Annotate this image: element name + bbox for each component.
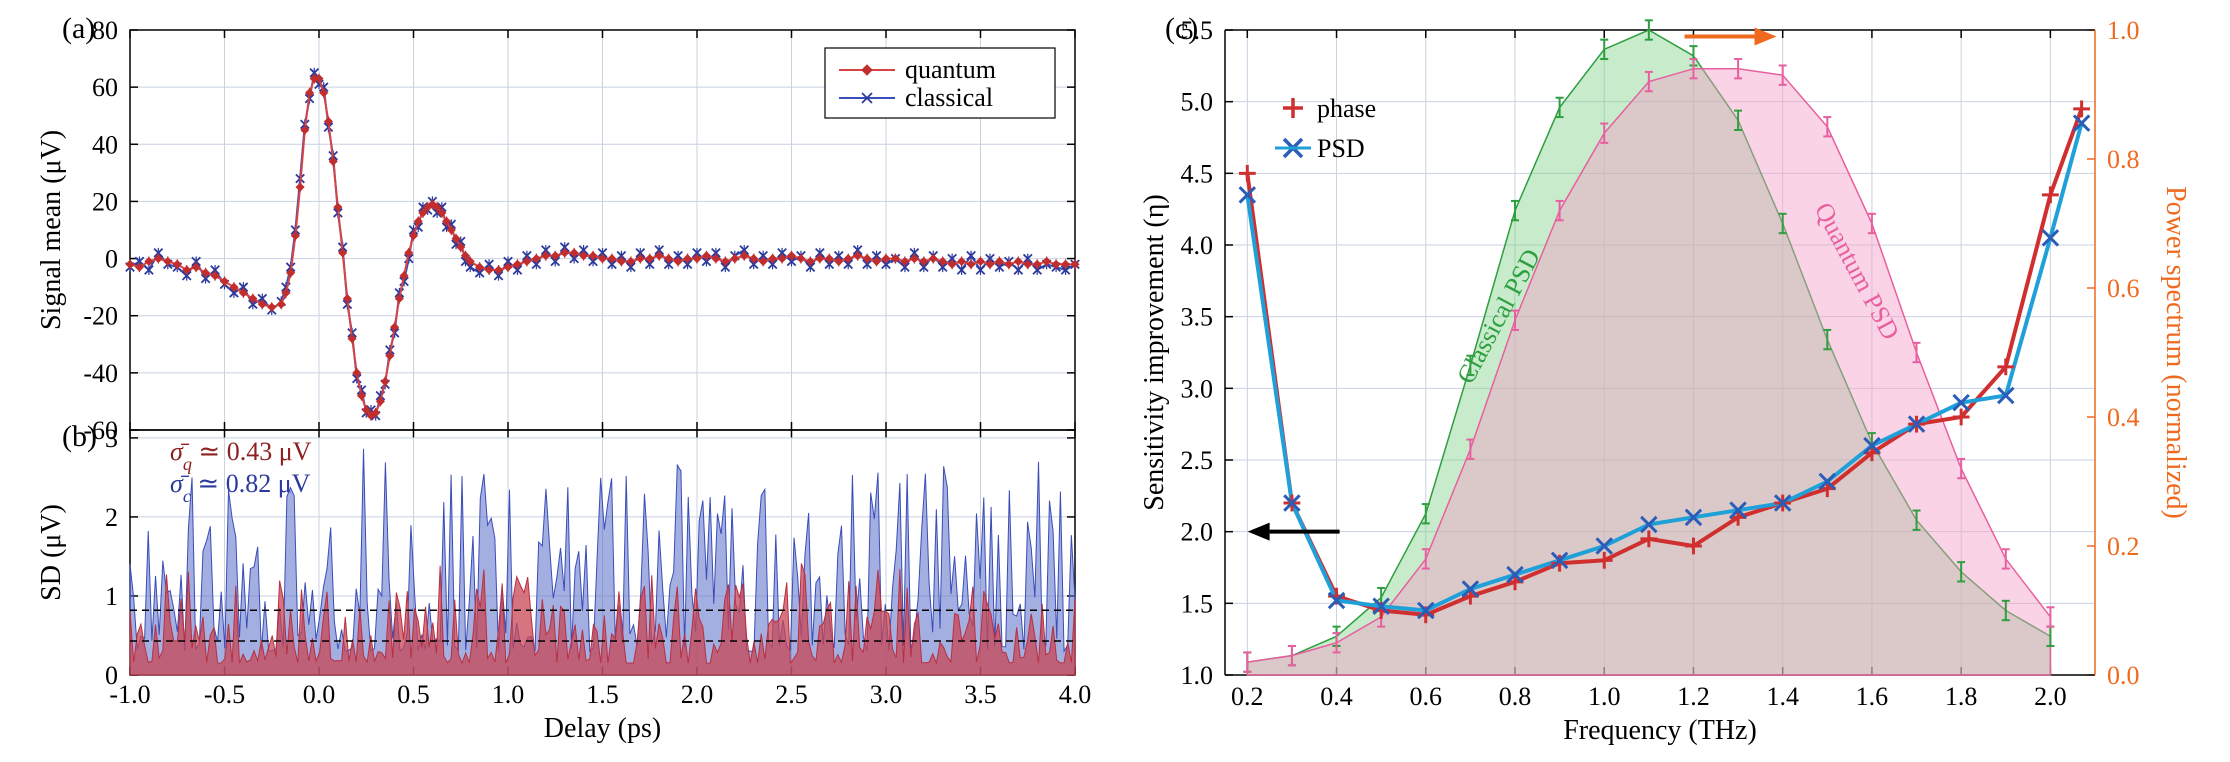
ytick-label: 2: [105, 503, 118, 532]
yleft-tick-label: 3.5: [1181, 303, 1214, 332]
yright-tick-label: 0.4: [2107, 403, 2140, 432]
yleft-tick-label: 3.0: [1181, 374, 1214, 403]
xtick-label: 1.6: [1856, 682, 1889, 711]
legend-quantum: quantum: [905, 55, 996, 84]
xtick-label: 2.0: [681, 680, 714, 709]
panel-a: -60-40-20020406080Signal mean (μV)(a)qua…: [36, 12, 1079, 445]
yleft-tick-label: 2.5: [1181, 446, 1214, 475]
panel-c-xlabel: Frequency (THz): [1563, 715, 1757, 746]
yright-tick-label: 0.8: [2107, 145, 2140, 174]
panel-a-legend: quantumclassical: [825, 48, 1055, 118]
xtick-label: 0.2: [1231, 682, 1264, 711]
ytick-label: -20: [83, 302, 118, 331]
ytick-label: 20: [92, 187, 118, 216]
panel-b-xlabel: Delay (ps): [544, 713, 661, 744]
legend-phase: phase: [1317, 94, 1376, 123]
panel-c-ylabel-right: Power spectrum (normalized): [2160, 186, 2191, 519]
xtick-label: 3.5: [964, 680, 997, 709]
quantum-psd-area: [1247, 69, 2050, 675]
ytick-label: -40: [83, 359, 118, 388]
xtick-label: -0.5: [204, 680, 245, 709]
yright-tick-label: 0.2: [2107, 532, 2140, 561]
ytick-label: 0: [105, 245, 118, 274]
legend-classical: classical: [905, 83, 993, 112]
panel-b-label: (b): [62, 420, 97, 453]
yleft-tick-label: 1.5: [1181, 589, 1214, 618]
xtick-label: 1.5: [586, 680, 619, 709]
xtick-label: 3.0: [870, 680, 903, 709]
ytick-label: 80: [92, 16, 118, 45]
xtick-label: 2.5: [775, 680, 808, 709]
ytick-label: 60: [92, 73, 118, 102]
panel-c-label: (c): [1165, 12, 1198, 45]
xtick-label: 0.5: [397, 680, 430, 709]
panel-b-ylabel: SD (μV): [36, 504, 67, 601]
panel-b: -1.0-0.50.00.51.01.52.02.53.03.54.00123S…: [36, 420, 1091, 744]
xtick-label: 1.8: [1945, 682, 1978, 711]
yleft-tick-label: 4.5: [1181, 159, 1214, 188]
yright-tick-label: 1.0: [2107, 16, 2140, 45]
xtick-label: 2.0: [2034, 682, 2067, 711]
yleft-tick-label: 2.0: [1181, 518, 1214, 547]
panel-c-ylabel-left: Sensitivity improvement (η): [1139, 194, 1170, 510]
yright-tick-label: 0.6: [2107, 274, 2140, 303]
panel-c: 0.2 0.4 0.6 0.8 1.0 1.2 1.4 1.6 1.8 2.0 1.0 1.5 2.0 2…: [1139, 12, 2191, 746]
xtick-label: 0.4: [1320, 682, 1353, 711]
ytick-label: 0: [105, 661, 118, 690]
ytick-label: 3: [105, 424, 118, 453]
legend-psd: PSD: [1317, 134, 1365, 163]
xtick-label: 1.2: [1677, 682, 1710, 711]
yleft-tick-label: 1.0: [1181, 661, 1214, 690]
ytick-label: 40: [92, 130, 118, 159]
yright-tick-label: 0.0: [2107, 661, 2140, 690]
panel-c-legend: phase PSD: [1275, 94, 1376, 163]
xtick-label: 1.0: [1588, 682, 1621, 711]
yleft-tick-label: 4.0: [1181, 231, 1214, 260]
xtick-label: 0.0: [303, 680, 336, 709]
xtick-label: 4.0: [1059, 680, 1092, 709]
yleft-tick-label: 5.0: [1181, 88, 1214, 117]
panel-a-label: (a): [62, 12, 95, 45]
xtick-label: 0.6: [1410, 682, 1443, 711]
xtick-label: 0.8: [1499, 682, 1532, 711]
xtick-label: 1.4: [1766, 682, 1799, 711]
panel-a-ylabel: Signal mean (μV): [36, 130, 67, 330]
xtick-label: 1.0: [492, 680, 525, 709]
ytick-label: 1: [105, 582, 118, 611]
